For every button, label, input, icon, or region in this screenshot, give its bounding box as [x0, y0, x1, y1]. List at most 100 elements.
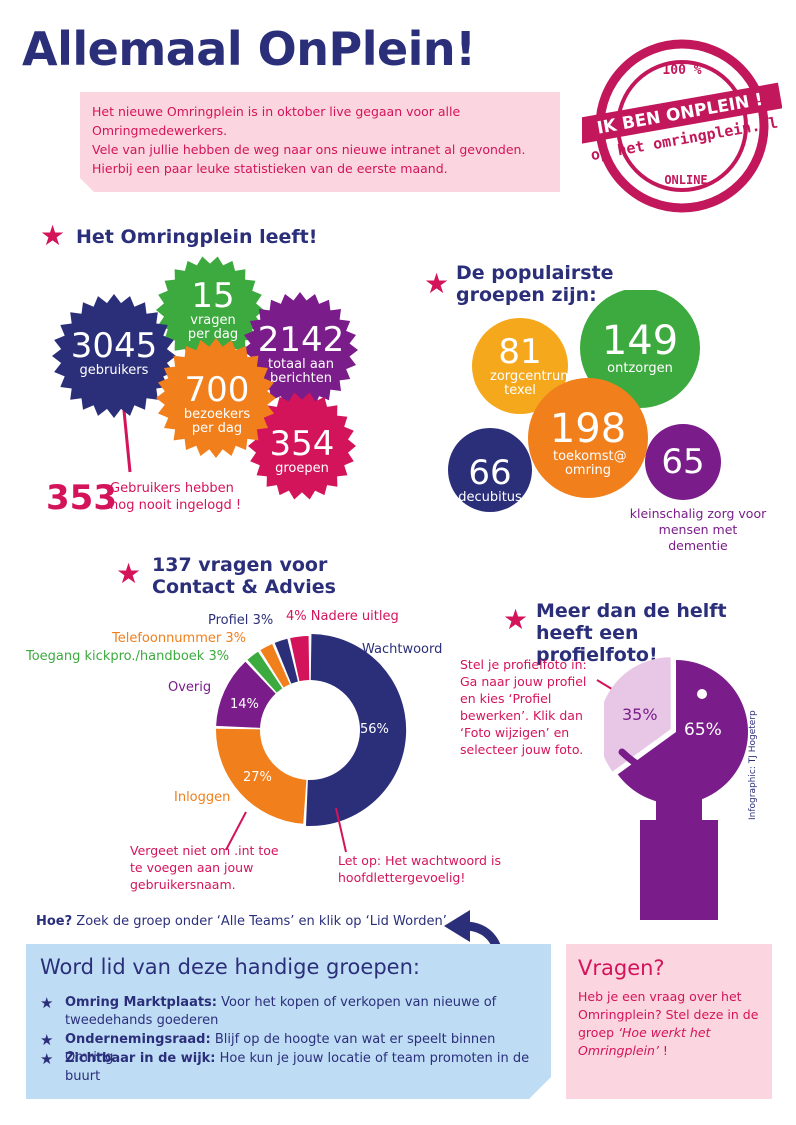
join-item-name: Omring Marktplaats:	[65, 995, 217, 1010]
never-logged-text: Gebruikers hebben nog nooit ingelogd !	[110, 481, 242, 513]
groep-ontzorgen: 149 ontzorgen	[580, 320, 700, 376]
donut-slice-wachtwoord	[305, 634, 407, 827]
stamp-top-text: 100 %	[662, 63, 701, 78]
leeft-bursts	[52, 256, 358, 500]
stat-label: totaal aan berichten	[268, 357, 334, 386]
note-int: Vergeet niet om .int toe te voegen aan j…	[130, 843, 279, 892]
star-icon: ★	[40, 994, 54, 1012]
slice-label-profiel: Profiel 3%	[208, 613, 273, 628]
questions-text: Heb je een vraag over het Omringplein? S…	[578, 988, 763, 1060]
circle-ontzorgen	[580, 290, 700, 408]
hoe-text: Hoe? Zoek de groep onder ‘Alle Teams’ en…	[36, 914, 447, 929]
circle-toekomst	[528, 378, 648, 498]
groep-kleinschalig-label: kleinschalig zorg voor mensen met dement…	[629, 506, 767, 553]
groep-label: ontzorgen	[607, 361, 673, 376]
slice-value-text: 3%	[208, 649, 230, 664]
stamp-bottom-text: ONLINE	[664, 173, 707, 187]
profiel-title: Meer dan de helft heeft een profielfoto!	[536, 600, 727, 666]
burst-bezoekers	[156, 338, 276, 458]
stat-berichten: 2142 totaal aan berichten	[241, 322, 361, 386]
intro-line: Omringmedewerkers.	[92, 123, 228, 138]
stat-value: 700	[184, 370, 250, 410]
groep-value: 66	[468, 453, 512, 493]
credit: Infographic: TJ Hogeterp	[748, 710, 758, 820]
intro-box: Het nieuwe Omringplein is in oktober liv…	[80, 92, 560, 192]
slice-label-toegang: Toegang kickpro./handboek 3%	[26, 649, 229, 664]
slice-value-text: 3%	[252, 613, 274, 628]
stat-value: 2142	[257, 320, 345, 360]
stat-label: groepen	[275, 461, 329, 476]
circle-zorgcentrum	[472, 318, 568, 414]
star-icon: ★	[40, 1031, 54, 1049]
questions-group: ‘Hoe werkt het Omringplein’	[578, 1025, 711, 1058]
groep-value: 65	[661, 442, 705, 482]
star-icon: ★	[424, 267, 450, 300]
questions-title: Vragen?	[578, 956, 665, 980]
donut-slice-inloggen	[216, 728, 307, 824]
groep-value: 149	[601, 318, 679, 364]
slice-value-text: 3%	[225, 631, 246, 646]
stat-gebruikers: 3045 gebruikers	[54, 328, 174, 378]
slice-label-telefoon: Telefoonnummer 3%	[112, 631, 246, 646]
stat-label: gebruikers	[79, 363, 149, 378]
slice-value-inloggen: 27%	[243, 770, 272, 785]
profiel-instructions: Stel je profielfoto in: Ga naar jouw pro…	[460, 657, 587, 757]
groep-toekomst: 198 toekomst@ omring	[528, 408, 648, 478]
slice-value-text: 4%	[286, 609, 307, 624]
groep-label: toekomst@ omring	[553, 449, 627, 478]
groepen-circles	[448, 290, 721, 512]
groepen-title: De populairste groepen zijn:	[456, 262, 614, 306]
join-item: ★ Ondernemingsraad: Blijf op de hoogte v…	[40, 1031, 530, 1067]
join-item-desc: Hoe kun je jouw locatie of team promoten…	[65, 1051, 530, 1084]
burst-berichten	[242, 292, 358, 408]
slice-value-wachtwoord: 56%	[360, 722, 389, 737]
intro-line: Vele van jullie hebben de weg naar ons n…	[92, 142, 526, 157]
join-item-name: Ondernemingsraad:	[65, 1032, 211, 1047]
stat-bezoekers: 700 bezoekers per dag	[157, 372, 277, 436]
donut-slice-telefoonnummer	[260, 643, 290, 688]
join-item: ★ Zichtbaar in de wijk: Hoe kun je jouw …	[40, 1050, 530, 1086]
groep-value: 81	[498, 332, 542, 372]
groep-kleinschalig-value: 65	[623, 444, 743, 480]
never-logged-value: 353	[46, 478, 117, 518]
star-icon: ★	[40, 219, 66, 252]
slice-label-overig: Overig	[168, 680, 212, 695]
stat-groepen: 354 groepen	[242, 426, 362, 476]
burst-vragen	[156, 256, 264, 364]
join-item-name: Zichtbaar in de wijk:	[65, 1051, 216, 1066]
slice-label-inloggen: Inloggen	[174, 790, 231, 805]
hoe-rest: Zoek de groep onder ‘Alle Teams’ en klik…	[72, 914, 447, 929]
donut-slice-profiel	[274, 638, 298, 684]
face-eye	[697, 689, 707, 699]
join-box	[26, 944, 551, 1099]
groep-label: decubitus	[458, 490, 522, 505]
without-photo-value: 35%	[622, 705, 658, 724]
onplein-stamp: 100 % IK BEN ONPLEIN ! op het omringplei…	[582, 39, 782, 213]
donut-slice-nadere-uitleg	[290, 636, 310, 682]
star-icon: ★	[503, 603, 529, 636]
stat-value: 3045	[70, 326, 158, 366]
questions-line: Heb je een vraag over het Omringplein? S…	[578, 989, 759, 1040]
vragen-title: 137 vragen voor Contact & Advies	[152, 554, 336, 598]
slice-label-text: Profiel	[208, 613, 249, 628]
stat-label: vragen per dag	[187, 313, 239, 342]
join-title: Word lid van deze handige groepen:	[40, 955, 420, 979]
slice-value-overig: 14%	[230, 697, 259, 712]
hoe-bold: Hoe?	[36, 914, 73, 929]
stat-value: 15	[191, 276, 235, 316]
questions-box	[566, 944, 772, 1099]
slice-label-text: Nadere uitleg	[310, 609, 399, 624]
star-icon: ★	[40, 1050, 54, 1068]
questions-end: !	[658, 1043, 668, 1058]
leeft-title: Het Omringplein leeft!	[76, 226, 318, 248]
groep-zorgcentrum: 81 zorgcentrum texel	[460, 334, 580, 398]
page-title: Allemaal OnPlein!	[22, 22, 476, 76]
with-photo-value: 65%	[684, 720, 722, 740]
join-item: ★ Omring Marktplaats: Voor het kopen of …	[40, 994, 530, 1030]
burst-groepen	[248, 392, 356, 500]
circle-decubitus	[448, 428, 532, 512]
profiel-figure	[604, 657, 748, 920]
stat-label: bezoekers per dag	[183, 407, 251, 436]
burst-gebruikers	[52, 294, 176, 418]
pie-without-photo	[604, 657, 671, 772]
